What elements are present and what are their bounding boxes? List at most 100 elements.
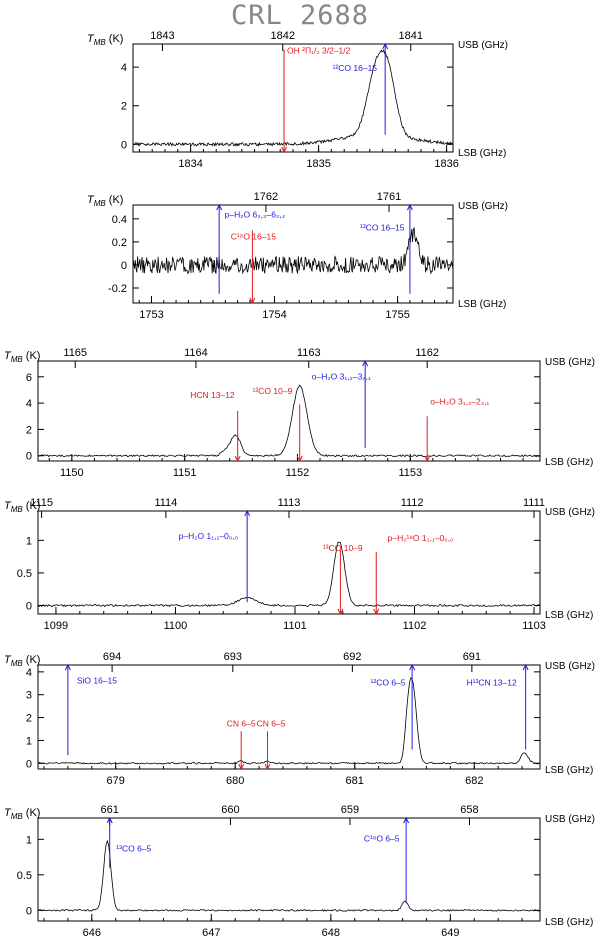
- lsb-axis-label: LSB (GHz): [458, 148, 506, 159]
- y-tick-label: 2: [121, 101, 127, 113]
- y-tick-label: 0: [26, 601, 32, 613]
- y-tick-label: 0: [26, 758, 32, 770]
- line-marker-arrow: [337, 608, 344, 616]
- usb-tick-label: 661: [101, 804, 119, 816]
- usb-tick-label: 1841: [399, 30, 423, 42]
- line-marker-arrow: [64, 663, 71, 671]
- line-label: OH ²Π₁/₂ 3/2–1/2: [287, 46, 351, 56]
- line-marker-arrow: [106, 816, 113, 824]
- line-label: CN 6–5: [227, 719, 256, 729]
- usb-tick-label: 659: [341, 804, 359, 816]
- y-tick-label: -0.2: [108, 283, 127, 295]
- spectrum-panel-5: 0 1 2 3 4 679 680 681 682 694 693 692 691 USB (GHz) LS…: [4, 651, 595, 787]
- y-tick-label: 0.4: [112, 214, 127, 226]
- line-label: o–H₂O 3₁,₂–2₂,₁: [430, 396, 489, 406]
- line-marker-arrow: [403, 816, 410, 824]
- y-tick-label: 1: [26, 735, 32, 747]
- lsb-tick-label: 1834: [178, 158, 202, 170]
- usb-axis-label: USB (GHz): [545, 814, 595, 825]
- y-tick-label: 0: [26, 451, 32, 463]
- spectrum-panel-2: -0.2 0 0.2 0.4 1753 1754 1755 1762 1761 USB (GHz)…: [87, 191, 508, 321]
- line-label: ¹³CO 16–15: [360, 222, 405, 232]
- plot-frame: [37, 510, 541, 615]
- lsb-tick-label: 1101: [283, 620, 307, 632]
- lsb-tick-label: 1102: [403, 620, 427, 632]
- lsb-tick-label: 1836: [434, 158, 458, 170]
- usb-tick-label: 1113: [278, 497, 301, 509]
- usb-axis-label: USB (GHz): [545, 661, 595, 672]
- usb-axis-label: USB (GHz): [458, 40, 508, 51]
- line-marker-arrow: [281, 146, 287, 154]
- line-marker-arrow: [244, 509, 251, 517]
- line-marker-arrow: [373, 608, 380, 616]
- spectrum-panel-1: 0 2 4 1834 1835 1836 1843 1842 1841 USB (GHz) LSB …: [87, 30, 508, 170]
- lsb-tick-label: 647: [202, 927, 220, 936]
- lsb-tick-label: 1150: [60, 467, 84, 479]
- lsb-tick-label: 1099: [44, 620, 68, 632]
- y-tick-label: 1: [26, 834, 32, 846]
- usb-tick-label: 1163: [297, 347, 321, 359]
- usb-tick-label: 1761: [377, 191, 401, 203]
- spectrum-trace: [37, 541, 540, 608]
- y-axis-label: TMB (K): [87, 33, 123, 47]
- usb-tick-label: 1842: [271, 30, 295, 42]
- line-marker-arrow: [522, 663, 529, 671]
- y-axis-label: TMB (K): [4, 350, 40, 364]
- lsb-tick-label: 1835: [306, 158, 330, 170]
- y-tick-label: 6: [26, 372, 32, 384]
- lsb-tick-label: 1753: [139, 309, 163, 321]
- y-axis-label: TMB (K): [87, 194, 123, 208]
- y-tick-label: 4: [26, 398, 32, 410]
- y-axis-label: TMB (K): [4, 654, 40, 668]
- line-label: ¹³CO 10–9: [323, 543, 363, 553]
- lsb-tick-label: 1100: [164, 620, 188, 632]
- plot-frame: [132, 204, 454, 304]
- usb-tick-label: 1111: [523, 497, 545, 509]
- usb-tick-label: 1165: [63, 347, 87, 359]
- lsb-tick-label: 646: [83, 927, 101, 936]
- line-label: ¹³CO 6–5: [116, 843, 151, 853]
- line-marker-arrow: [238, 763, 245, 771]
- line-label: p–H₂¹⁸O 1₁,₁–0₀,₀: [388, 533, 454, 543]
- lsb-tick-label: 1103: [522, 620, 546, 632]
- y-tick-label: 1: [26, 535, 32, 547]
- usb-tick-label: 658: [460, 804, 478, 816]
- line-label: SiO 16–15: [77, 675, 117, 685]
- y-tick-label: 2: [26, 424, 32, 436]
- line-label: ¹²CO 10–9: [253, 386, 293, 396]
- usb-tick-label: 1843: [150, 30, 174, 42]
- usb-tick-label: 1112: [401, 497, 424, 509]
- line-label: HCN 13–12: [190, 390, 235, 400]
- line-label: ¹²CO 16–15: [333, 63, 378, 73]
- y-tick-label: 0.2: [112, 237, 127, 249]
- usb-axis-label: USB (GHz): [545, 507, 595, 518]
- y-tick-label: 0: [121, 260, 127, 272]
- plot-frame: [37, 664, 541, 770]
- line-marker-arrow: [216, 203, 223, 211]
- usb-tick-label: 1162: [415, 347, 439, 359]
- spectrum-panel-6: 0 0.5 1 646 647 648 649 661 660 659 658 USB (GHz) LS…: [4, 804, 595, 936]
- usb-tick-label: 1164: [184, 347, 208, 359]
- line-marker-arrow: [362, 359, 369, 367]
- line-label: ¹²CO 6–5: [371, 678, 406, 688]
- line-marker-arrow: [382, 42, 389, 50]
- lsb-tick-label: 682: [465, 775, 483, 787]
- lsb-axis-label: LSB (GHz): [545, 457, 593, 468]
- lsb-axis-label: LSB (GHz): [545, 765, 593, 776]
- line-label: CN 6–5: [257, 719, 286, 729]
- line-label: H¹³CN 13–12: [467, 678, 517, 688]
- line-marker-arrow: [249, 297, 256, 305]
- y-tick-label: 0.5: [17, 870, 32, 882]
- y-tick-label: 4: [26, 667, 32, 679]
- lsb-tick-label: 1151: [173, 467, 197, 479]
- line-label: C¹⁸O 16–15: [231, 232, 276, 242]
- line-label: p–H₂O 1₁,₁–0₀,₀: [179, 531, 239, 541]
- line-label: p–H₂O 6₃,₃–6₂,₄: [225, 210, 286, 220]
- lsb-tick-label: 649: [441, 927, 459, 936]
- line-label: C¹⁸O 6–5: [364, 833, 400, 843]
- y-tick-label: 0: [121, 139, 127, 151]
- spectrum-trace: [37, 384, 541, 458]
- lsb-axis-label: LSB (GHz): [458, 299, 506, 310]
- y-tick-label: 3: [26, 690, 32, 702]
